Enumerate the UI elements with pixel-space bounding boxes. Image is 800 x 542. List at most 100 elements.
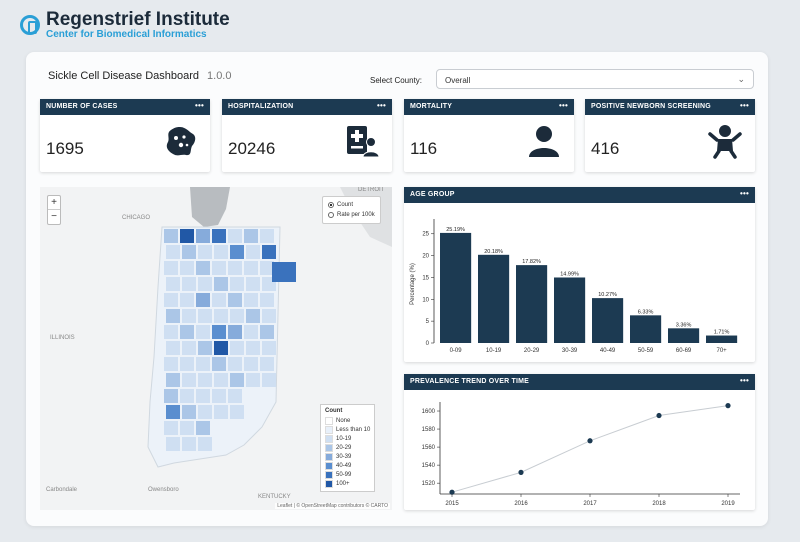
county-shape[interactable] (244, 325, 258, 339)
county-shape[interactable] (260, 325, 274, 339)
county-shape[interactable] (196, 261, 210, 275)
county-shape[interactable] (196, 229, 210, 243)
county-shape[interactable] (166, 373, 180, 387)
county-shape[interactable] (180, 421, 194, 435)
card-menu-icon[interactable]: ••• (739, 189, 749, 198)
county-shape[interactable] (244, 261, 258, 275)
county-shape[interactable] (230, 373, 244, 387)
county-shape[interactable] (228, 325, 242, 339)
radio-count[interactable]: Count (328, 200, 375, 210)
county-shape[interactable] (246, 245, 260, 259)
county-shape[interactable] (272, 262, 296, 282)
county-shape[interactable] (262, 309, 276, 323)
county-shape[interactable] (260, 261, 274, 275)
county-shape[interactable] (182, 309, 196, 323)
county-shape[interactable] (164, 229, 178, 243)
county-shape[interactable] (246, 373, 260, 387)
county-shape[interactable] (214, 373, 228, 387)
county-shape[interactable] (180, 261, 194, 275)
county-select[interactable]: Overall ⌄ (436, 69, 754, 89)
county-shape[interactable] (260, 293, 274, 307)
county-shape[interactable] (262, 341, 276, 355)
zoom-out-button[interactable]: − (51, 211, 57, 222)
county-shape[interactable] (214, 309, 228, 323)
county-shape[interactable] (166, 341, 180, 355)
county-shape[interactable] (198, 277, 212, 291)
county-shape[interactable] (244, 229, 258, 243)
county-shape[interactable] (198, 373, 212, 387)
county-shape[interactable] (228, 389, 242, 403)
county-shape[interactable] (198, 309, 212, 323)
trend-point[interactable] (449, 489, 455, 495)
county-shape[interactable] (212, 229, 226, 243)
county-shape[interactable] (196, 357, 210, 371)
county-shape[interactable] (212, 261, 226, 275)
county-shape[interactable] (182, 373, 196, 387)
trend-point[interactable] (518, 469, 524, 475)
county-shape[interactable] (244, 293, 258, 307)
card-menu-icon[interactable]: ••• (739, 376, 749, 385)
county-shape[interactable] (198, 245, 212, 259)
card-menu-icon[interactable]: ••• (376, 101, 386, 110)
county-shape[interactable] (182, 341, 196, 355)
bar[interactable] (440, 232, 472, 343)
county-shape[interactable] (180, 357, 194, 371)
county-shape[interactable] (166, 309, 180, 323)
county-shape[interactable] (230, 405, 244, 419)
county-shape[interactable] (198, 341, 212, 355)
county-shape[interactable] (230, 341, 244, 355)
bar[interactable] (478, 254, 510, 343)
trend-point[interactable] (656, 412, 662, 419)
county-shape[interactable] (196, 325, 210, 339)
county-shape[interactable] (166, 277, 180, 291)
county-shape[interactable] (214, 245, 228, 259)
county-shape[interactable] (166, 437, 180, 451)
bar[interactable] (516, 265, 548, 343)
county-shape[interactable] (212, 325, 226, 339)
county-shape[interactable] (182, 277, 196, 291)
map-attribution[interactable]: Leaflet | © OpenStreetMap contributors ©… (275, 503, 390, 509)
county-shape[interactable] (246, 309, 260, 323)
county-shape[interactable] (228, 261, 242, 275)
trend-point[interactable] (725, 403, 731, 409)
county-shape[interactable] (180, 325, 194, 339)
county-shape[interactable] (228, 229, 242, 243)
bar[interactable] (706, 335, 738, 343)
county-shape[interactable] (228, 293, 242, 307)
county-shape[interactable] (214, 405, 228, 419)
county-shape[interactable] (212, 293, 226, 307)
county-shape[interactable] (260, 229, 274, 243)
county-shape[interactable] (196, 389, 210, 403)
county-shape[interactable] (182, 405, 196, 419)
county-shape[interactable] (166, 245, 180, 259)
county-shape[interactable] (262, 373, 276, 387)
county-shape[interactable] (196, 293, 210, 307)
county-shape[interactable] (198, 437, 212, 451)
county-shape[interactable] (212, 389, 226, 403)
map-canvas[interactable] (40, 187, 392, 510)
county-shape[interactable] (214, 341, 228, 355)
county-shape[interactable] (166, 405, 180, 419)
bar[interactable] (630, 315, 662, 343)
county-shape[interactable] (230, 245, 244, 259)
county-shape[interactable] (164, 421, 178, 435)
county-shape[interactable] (164, 389, 178, 403)
county-shape[interactable] (212, 357, 226, 371)
trend-point[interactable] (587, 438, 593, 444)
county-shape[interactable] (260, 357, 274, 371)
bar[interactable] (592, 298, 624, 343)
zoom-in-button[interactable]: + (48, 196, 60, 210)
county-shape[interactable] (182, 245, 196, 259)
county-shape[interactable] (244, 357, 258, 371)
county-shape[interactable] (246, 277, 260, 291)
county-shape[interactable] (182, 437, 196, 451)
card-menu-icon[interactable]: ••• (558, 101, 568, 110)
county-shape[interactable] (214, 277, 228, 291)
radio-rate[interactable]: Rate per 100k (328, 210, 375, 220)
county-shape[interactable] (230, 277, 244, 291)
card-menu-icon[interactable]: ••• (739, 101, 749, 110)
card-menu-icon[interactable]: ••• (194, 101, 204, 110)
county-shape[interactable] (164, 325, 178, 339)
county-shape[interactable] (196, 421, 210, 435)
county-shape[interactable] (262, 245, 276, 259)
